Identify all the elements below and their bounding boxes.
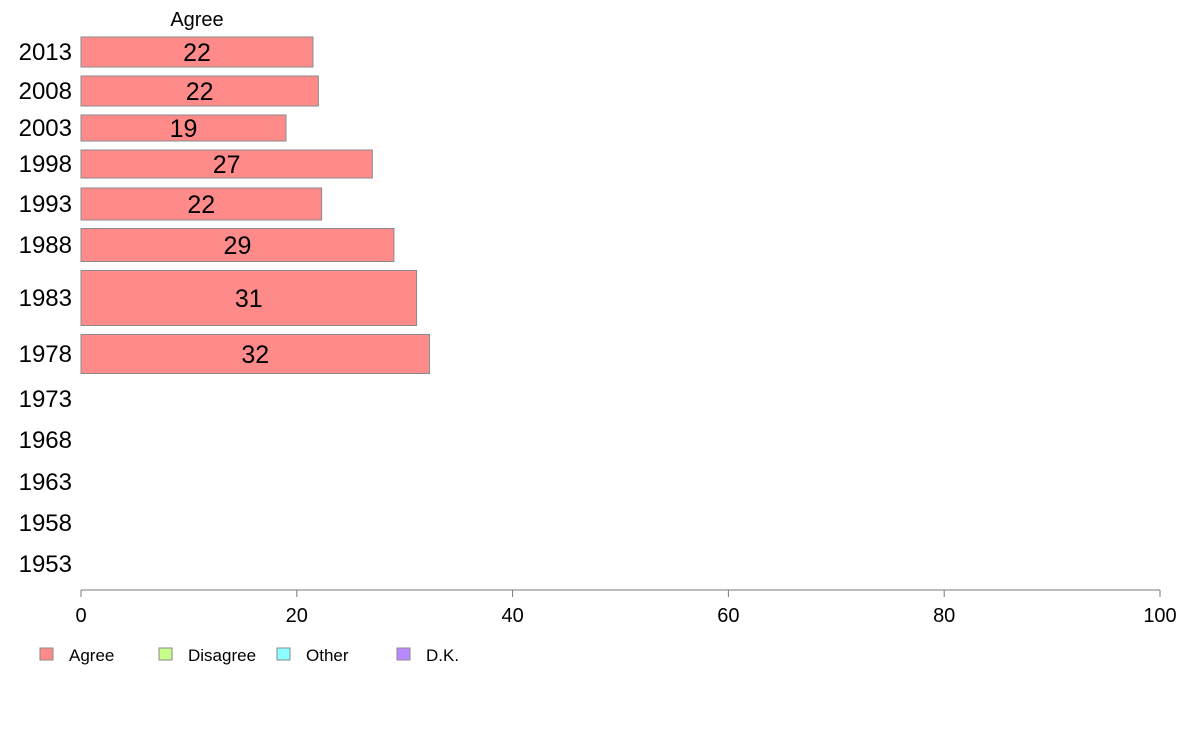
x-tick-label-80: 80 (933, 605, 955, 627)
x-tick-label-60: 60 (717, 605, 739, 627)
legend-label-agree: Agree (69, 646, 114, 665)
year-label-2008: 2008 (19, 78, 72, 105)
bar-1978 (80, 334, 431, 374)
legend-swatch-d-k (396, 647, 411, 661)
year-label-1983: 1983 (19, 285, 72, 312)
bar-2008 (80, 75, 319, 107)
year-label-2003: 2003 (19, 115, 72, 142)
bars-layer: 22 22 19 27 22 29 31 32 (80, 36, 431, 374)
bar-value-label-2013: 22 (183, 39, 211, 67)
legend-label-disagree: Disagree (188, 646, 256, 665)
legend-swatch-other (276, 647, 291, 661)
legend-label-d-k: D.K. (426, 646, 459, 665)
x-axis: 0 20 40 60 80 100 (75, 589, 1177, 627)
legend-label-other: Other (306, 646, 349, 665)
legend-swatch-disagree (158, 647, 173, 661)
x-tick-label-40: 40 (501, 605, 523, 627)
bar-value-label-1998: 27 (213, 151, 241, 179)
year-label-1988: 1988 (19, 232, 72, 259)
bar-value-label-2003: 19 (170, 115, 198, 143)
column-header: Agree (170, 9, 223, 31)
year-label-1978: 1978 (19, 341, 72, 368)
bar-1988 (80, 228, 395, 262)
year-label-1998: 1998 (19, 151, 72, 178)
year-label-1968: 1968 (19, 427, 72, 454)
year-label-1973: 1973 (19, 386, 72, 413)
bar-value-label-2008: 22 (186, 78, 214, 106)
year-label-1993: 1993 (19, 191, 72, 218)
bar-value-label-1983: 31 (235, 285, 263, 313)
legend-swatch-agree (39, 647, 54, 661)
x-tick-label-0: 0 (75, 605, 86, 627)
year-labels: 2013 2008 2003 1998 1993 1988 1983 1978 1973 1968… (19, 39, 72, 578)
year-label-2013: 2013 (19, 39, 72, 66)
bar-1998 (80, 149, 373, 179)
bar-value-label-1988: 29 (224, 232, 252, 260)
bar-2013 (80, 36, 314, 68)
x-tick-label-100: 100 (1143, 605, 1176, 627)
year-label-1963: 1963 (19, 469, 72, 496)
bar-1983 (80, 270, 418, 326)
bar-value-label-1993: 22 (187, 191, 215, 219)
bar-1993 (80, 187, 323, 221)
x-tick-label-20: 20 (286, 605, 308, 627)
year-label-1958: 1958 (19, 510, 72, 537)
year-label-1953: 1953 (19, 551, 72, 578)
legend: Agree Disagree Other D.K. (39, 646, 459, 665)
bar-2003 (80, 114, 287, 142)
bar-value-label-1978: 32 (241, 341, 269, 369)
